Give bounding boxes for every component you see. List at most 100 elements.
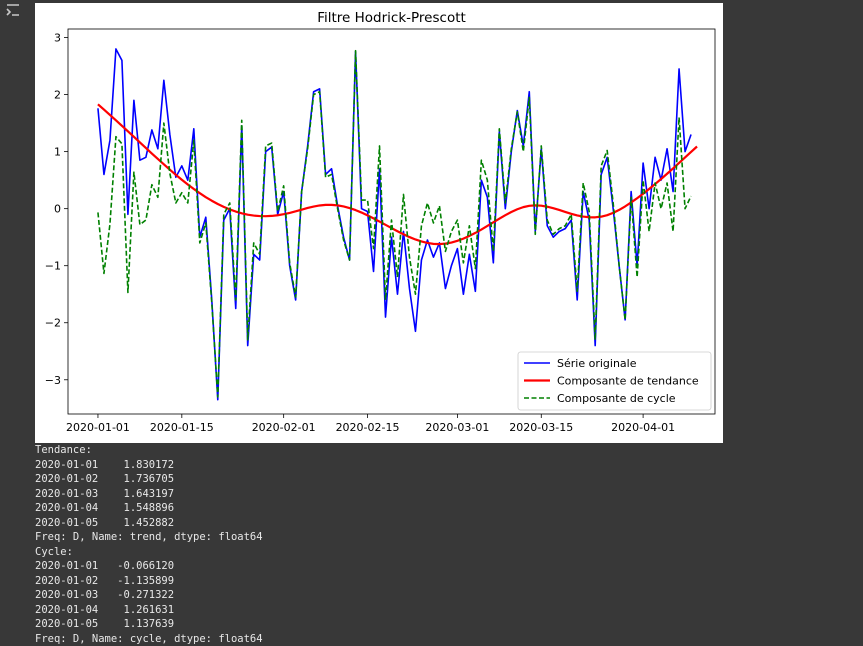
data-point	[325, 204, 326, 205]
data-point	[217, 203, 218, 204]
data-point	[583, 216, 584, 217]
data-point	[301, 191, 302, 192]
data-point	[349, 207, 350, 208]
data-point	[397, 294, 398, 295]
data-point	[157, 197, 158, 198]
data-point	[666, 148, 667, 149]
data-point	[433, 222, 434, 223]
data-point	[337, 208, 338, 209]
data-point	[127, 131, 128, 132]
data-point	[235, 211, 236, 212]
data-point	[487, 197, 488, 198]
data-point	[367, 215, 368, 216]
output-toggle-icon[interactable]	[4, 2, 22, 20]
data-point	[445, 288, 446, 289]
data-point	[187, 202, 188, 203]
data-point	[391, 219, 392, 220]
data-point	[696, 146, 697, 147]
data-point	[601, 174, 602, 175]
y-tick-label: −2	[45, 317, 61, 330]
data-point	[457, 240, 458, 241]
data-point	[427, 239, 428, 240]
data-point	[631, 197, 632, 198]
data-point	[427, 242, 428, 243]
output-toggle-glyph	[6, 4, 19, 16]
data-point	[241, 213, 242, 214]
legend-label: Série originale	[557, 357, 637, 370]
data-point	[121, 125, 122, 126]
data-point	[307, 207, 308, 208]
data-point	[163, 164, 164, 165]
data-point	[601, 165, 602, 166]
data-point	[678, 117, 679, 118]
y-tick-label: 0	[54, 203, 61, 216]
data-point	[535, 234, 536, 235]
data-point	[409, 236, 410, 237]
data-point	[235, 299, 236, 300]
data-point	[649, 188, 650, 189]
data-point	[133, 172, 134, 173]
data-point	[271, 142, 272, 143]
data-point	[313, 94, 314, 95]
data-point	[313, 206, 314, 207]
data-point	[397, 277, 398, 278]
legend: Série originale Composante de tendance Com…	[517, 351, 712, 411]
data-point	[385, 224, 386, 225]
data-point	[631, 191, 632, 192]
data-point	[151, 153, 152, 154]
data-point	[475, 268, 476, 269]
data-point	[433, 257, 434, 258]
data-point	[343, 206, 344, 207]
data-point	[247, 214, 248, 215]
data-point	[307, 148, 308, 149]
data-point	[421, 259, 422, 260]
data-point	[421, 225, 422, 226]
hp-filter-chart: Filtre Hodrick-Prescott −3 −2 −1 0 1 2 3 2020-01…	[45, 10, 716, 434]
data-point	[415, 331, 416, 332]
x-tick-label: 2020-02-15	[336, 421, 400, 434]
data-point	[181, 165, 182, 166]
chart-title: Filtre Hodrick-Prescott	[317, 10, 466, 26]
data-point	[385, 299, 386, 300]
data-point	[151, 184, 152, 185]
y-tick-label: −1	[45, 260, 61, 273]
data-point	[517, 111, 518, 112]
data-point	[97, 212, 98, 213]
data-point	[223, 214, 224, 215]
data-point	[187, 184, 188, 185]
data-point	[523, 207, 524, 208]
data-point	[511, 148, 512, 149]
data-point	[684, 208, 685, 209]
data-point	[619, 209, 620, 210]
data-point	[666, 182, 667, 183]
x-tick-label: 2020-01-15	[150, 421, 214, 434]
output-line: 2020-01-02 1.736705	[35, 473, 175, 485]
data-point	[259, 215, 260, 216]
data-point	[409, 288, 410, 289]
data-point	[505, 202, 506, 203]
data-point	[265, 216, 266, 217]
data-point	[607, 215, 608, 216]
data-point	[499, 218, 500, 219]
legend-label: Composante de tendance	[557, 375, 699, 388]
data-point	[127, 214, 128, 215]
data-point	[595, 339, 596, 340]
data-point	[139, 160, 140, 161]
y-tick-label: 2	[54, 89, 61, 102]
data-point	[457, 248, 458, 249]
data-point	[637, 277, 638, 278]
data-point	[169, 134, 170, 135]
data-point	[559, 228, 560, 229]
data-point	[403, 231, 404, 232]
data-point	[672, 168, 673, 169]
data-point	[451, 265, 452, 266]
data-point	[325, 177, 326, 178]
data-point	[205, 217, 206, 218]
data-point	[517, 209, 518, 210]
data-point	[313, 91, 314, 92]
data-point	[427, 202, 428, 203]
data-point	[199, 242, 200, 243]
data-point	[643, 162, 644, 163]
data-point	[265, 145, 266, 146]
data-point	[319, 91, 320, 92]
